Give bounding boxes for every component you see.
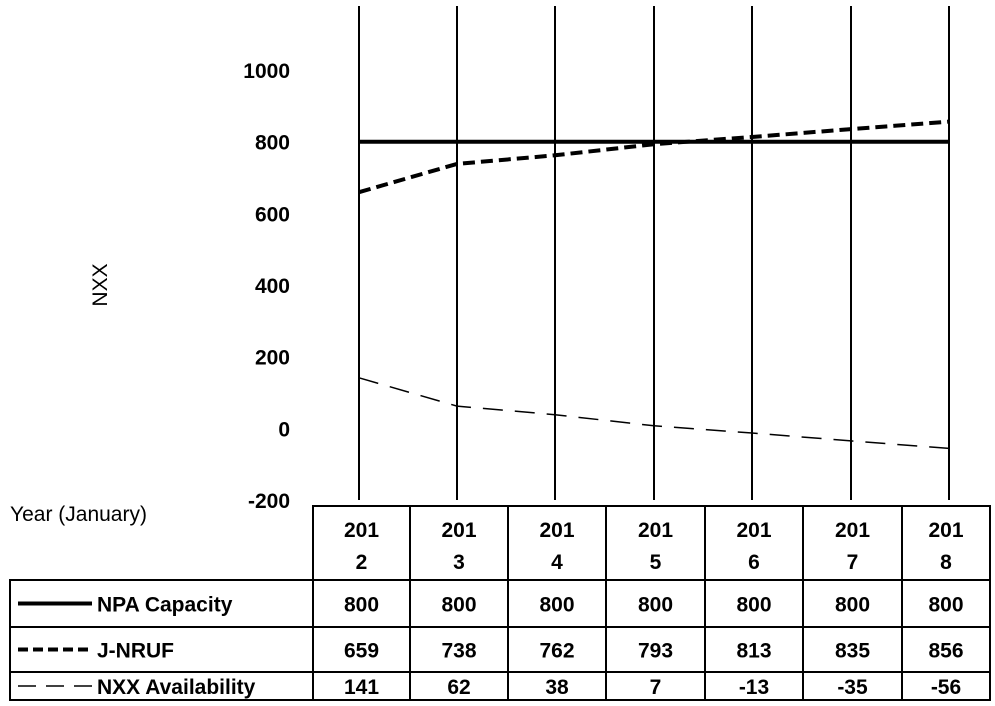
category-label-2017-line1: 201: [835, 519, 870, 542]
table-cell-value: 800: [441, 594, 476, 617]
category-label-2018-line2: 8: [940, 551, 952, 574]
row-label-nxx-availability: NXX Availability: [97, 676, 256, 699]
row-label-npa-capacity: NPA Capacity: [97, 594, 233, 617]
x-axis-label: Year (January): [10, 503, 147, 526]
table-cell-value: 800: [638, 594, 673, 617]
category-label-2013-line2: 3: [453, 551, 465, 574]
table-cell-value: 141: [344, 676, 379, 699]
row-label-j-nruf: J-NRUF: [97, 640, 174, 663]
table-cell-value: 800: [344, 594, 379, 617]
series-line-j-nruf: [358, 119, 950, 195]
category-label-2012-line1: 201: [344, 519, 379, 542]
category-label-2015-line2: 5: [650, 551, 662, 574]
table-cell-value: 62: [447, 676, 470, 699]
y-tick-label: 0: [278, 418, 290, 441]
table-body-box: [9, 579, 991, 701]
category-label-2016-line1: 201: [736, 519, 771, 542]
data-table: 201 2 201 3 201 4 201 5 201 6 201 7 201 8 NPA Capacity…: [9, 505, 991, 701]
y-tick-label: 800: [255, 132, 290, 155]
category-label-2017-line2: 7: [847, 551, 859, 574]
series-lines: [358, 119, 950, 450]
table-cell-value: 793: [638, 640, 673, 663]
y-tick-label: 600: [255, 203, 290, 226]
y-tick-label: 1000: [243, 60, 290, 83]
table-cell-value: 762: [539, 640, 574, 663]
table-cell-value: 7: [650, 676, 662, 699]
y-tick-label: 400: [255, 275, 290, 298]
category-label-2016-line2: 6: [748, 551, 760, 574]
table-cell-value: 738: [441, 640, 476, 663]
category-label-2014-line1: 201: [539, 519, 574, 542]
gridlines: [358, 6, 950, 500]
table-cell-value: 813: [736, 640, 771, 663]
table-cell-value: -56: [931, 676, 961, 699]
table-cell-value: 38: [545, 676, 569, 699]
category-label-2015-line1: 201: [638, 519, 673, 542]
table-cell-value: 659: [344, 640, 379, 663]
y-tick-label: 200: [255, 347, 290, 370]
y-axis-label: NXX: [89, 263, 112, 306]
table-cell-value: 835: [835, 640, 870, 663]
table-cell-value: 800: [736, 594, 771, 617]
category-label-2018-line1: 201: [928, 519, 963, 542]
y-axis-ticks: 1000 800 600 400 200 0 -200: [243, 60, 290, 513]
table-cell-value: -35: [837, 676, 868, 699]
table-cell-value: 800: [835, 594, 870, 617]
table-cell-value: 800: [539, 594, 574, 617]
y-tick-label: -200: [248, 490, 290, 513]
category-label-2014-line2: 4: [551, 551, 563, 574]
table-cell-value: -13: [739, 676, 769, 699]
category-label-2013-line1: 201: [441, 519, 476, 542]
category-label-2012-line2: 2: [356, 551, 368, 574]
series-line-nxx-availability: [358, 377, 950, 450]
table-cell-value: 800: [928, 594, 963, 617]
table-cell-value: 856: [928, 640, 963, 663]
